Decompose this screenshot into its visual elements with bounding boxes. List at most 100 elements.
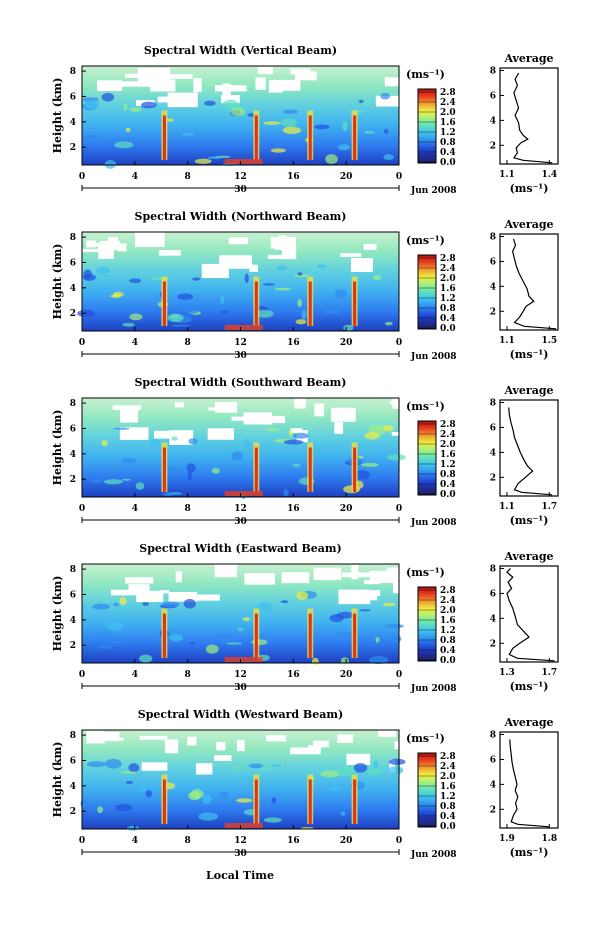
heatmap-cell xyxy=(101,440,108,447)
heatmap-gap xyxy=(340,253,362,257)
heatmap-cell xyxy=(95,266,111,274)
heatmap-cell xyxy=(313,124,330,130)
colorbar-tick-label: 2.0 xyxy=(440,440,456,450)
y-axis-label: Height (km) xyxy=(51,742,64,818)
colorbar-tick-label: 0.8 xyxy=(440,138,456,148)
heatmap-gap xyxy=(125,577,154,584)
heatmap-gap xyxy=(139,735,168,740)
heatmap-gap xyxy=(136,590,164,603)
colorbar-tick-label: 2.8 xyxy=(440,752,456,762)
heatmap-gap xyxy=(120,408,139,423)
panel-4: Spectral Width (Eastward Beam) 2 4 6 8 Height… xyxy=(51,542,559,694)
heatmap-streak-core xyxy=(162,115,166,161)
heatmap-cell xyxy=(98,645,113,649)
heatmap-cell xyxy=(373,760,379,768)
heatmap-gap xyxy=(363,243,377,250)
heatmap-cell xyxy=(190,789,204,799)
heatmap-gap xyxy=(112,405,142,410)
date-month-label: Jun 2008 xyxy=(410,684,457,694)
heatmap-cell xyxy=(112,291,124,297)
profile-y-tick-label: 4 xyxy=(490,282,496,292)
colorbar-unit: (ms⁻¹) xyxy=(406,234,445,247)
x-tick-label: 4 xyxy=(132,836,138,846)
heatmap-cell xyxy=(263,121,281,125)
profile-y-tick-label: 6 xyxy=(490,423,496,433)
colorbar-tick-label: 0.0 xyxy=(440,324,456,334)
heatmap-cell xyxy=(380,92,391,100)
heatmap-gap xyxy=(214,401,238,413)
heatmap-band xyxy=(224,491,263,496)
heatmap-gap xyxy=(257,66,273,75)
profile-frame xyxy=(499,731,559,829)
heatmap-cell xyxy=(242,617,250,622)
profile-y-tick-label: 6 xyxy=(490,91,496,101)
heatmap-cell xyxy=(184,306,198,315)
heatmap-cell xyxy=(81,605,87,609)
profile-y-tick-label: 2 xyxy=(490,307,496,317)
heatmap-gap xyxy=(334,421,344,434)
colorbar-unit: (ms⁻¹) xyxy=(406,566,445,579)
heatmap-gap xyxy=(389,759,396,773)
x-tick-label: 4 xyxy=(132,504,138,514)
heatmap-gap xyxy=(290,428,303,434)
heatmap-gap xyxy=(158,250,181,256)
heatmap-cell xyxy=(328,786,340,792)
colorbar-tick-label: 1.6 xyxy=(440,284,456,294)
panel-title: Spectral Width (Southward Beam) xyxy=(134,376,346,389)
heatmap-gap xyxy=(174,402,185,408)
colorbar-tick-label: 0.0 xyxy=(440,158,456,168)
profile-x-label: (ms⁻¹) xyxy=(510,846,549,859)
heatmap-streak-core xyxy=(308,115,312,161)
date-day-label: 30 xyxy=(234,185,247,195)
heatmap-streak-core xyxy=(254,115,258,161)
heatmap-gap xyxy=(369,570,399,583)
heatmap-streak-core xyxy=(254,779,258,825)
colorbar-tick-label: 2.0 xyxy=(440,772,456,782)
profile-y-tick-label: 6 xyxy=(490,589,496,599)
heatmap-gap xyxy=(167,92,198,108)
heatmap-gap xyxy=(267,254,288,260)
heatmap-cell xyxy=(383,128,389,134)
profile-title: Average xyxy=(503,716,553,729)
heatmap-cell xyxy=(123,103,128,111)
heatmap-cell xyxy=(353,762,368,773)
profile-y-tick-label: 4 xyxy=(490,448,496,458)
heatmap-cell xyxy=(336,631,353,639)
y-axis-label: Height (km) xyxy=(51,410,64,486)
heatmap-cell xyxy=(337,611,354,619)
heatmap-cell xyxy=(204,100,216,106)
heatmap-cell xyxy=(85,134,97,140)
heatmap-cell xyxy=(169,634,184,642)
heatmap-band xyxy=(224,657,263,662)
panel-title: Spectral Width (Eastward Beam) xyxy=(139,542,341,555)
heatmap-gap xyxy=(137,67,171,83)
x-tick-label: 0 xyxy=(396,504,402,514)
y-tick-label: 6 xyxy=(70,424,76,434)
y-tick-label: 2 xyxy=(70,143,76,153)
x-tick-label: 0 xyxy=(79,504,85,514)
x-tick-label: 0 xyxy=(396,670,402,680)
y-tick-label: 4 xyxy=(70,118,76,128)
profile-line xyxy=(508,407,553,496)
heatmap-streak-core xyxy=(162,779,166,825)
profile-y-tick-label: 4 xyxy=(490,780,496,790)
heatmap-cell xyxy=(334,289,348,299)
heatmap-cell xyxy=(359,609,371,612)
heatmap-gap xyxy=(175,571,182,583)
panel-title: Spectral Width (Northward Beam) xyxy=(135,210,347,223)
heatmap-gap xyxy=(214,564,237,578)
x-tick-label: 4 xyxy=(132,670,138,680)
heatmap-gap xyxy=(221,95,240,104)
heatmap-cell xyxy=(188,438,198,445)
heatmap-cell xyxy=(186,463,196,473)
heatmap-streak-core xyxy=(162,613,166,659)
heatmap-cell xyxy=(386,453,406,461)
x-tick-label: 12 xyxy=(234,338,247,348)
heatmap-gap xyxy=(243,412,273,425)
colorbar-tick-label: 0.4 xyxy=(440,480,456,490)
x-tick-label: 20 xyxy=(340,504,353,514)
profile-x-tick-label: 1.8 xyxy=(541,834,557,844)
x-tick-label: 12 xyxy=(234,836,247,846)
x-tick-label: 16 xyxy=(287,670,300,680)
